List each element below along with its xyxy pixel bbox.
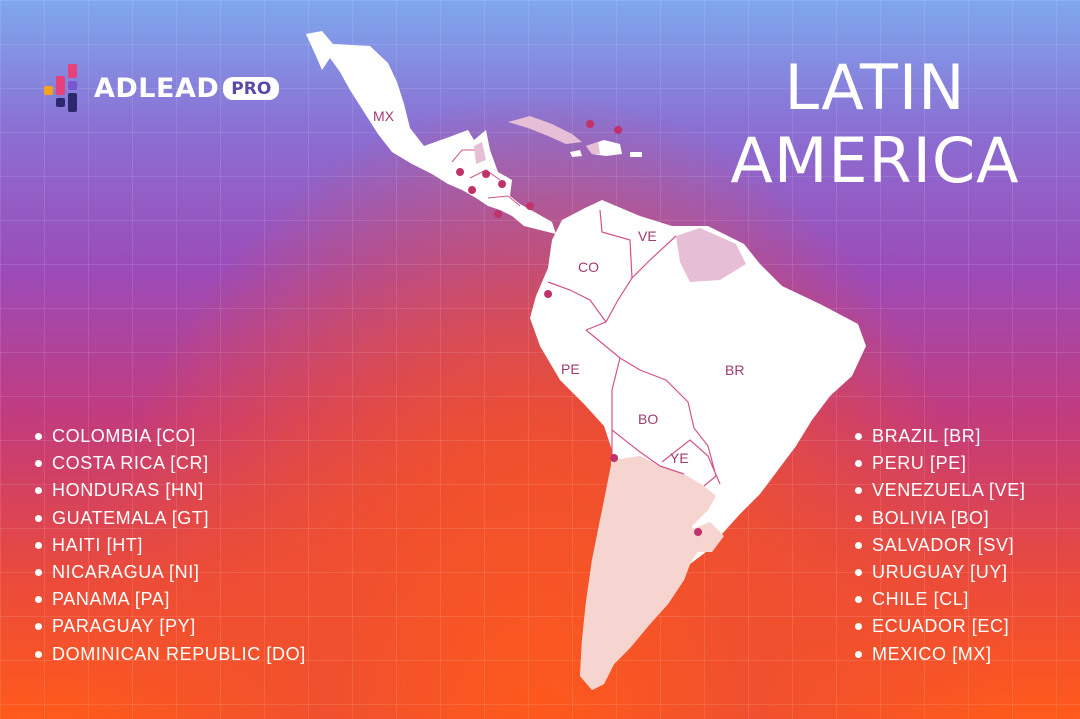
page-title: LATIN AMERICA — [690, 51, 1060, 197]
belize-highlight-shape — [474, 142, 486, 164]
map-label-ve: VE — [638, 228, 657, 244]
title-line-2: AMERICA — [730, 123, 1020, 197]
bullet-dot-icon — [855, 596, 862, 604]
bullet-dot-icon — [35, 460, 42, 468]
logo-wordmark: ADLEAD — [94, 72, 220, 104]
title-line-1: LATIN — [784, 51, 966, 124]
country-list-item: NICARAGUA [NI] — [35, 559, 306, 586]
country-name: NICARAGUA [NI] — [52, 561, 200, 582]
country-name: DOMINICAN REPUBLIC [DO] — [52, 643, 306, 664]
cuba-shape — [508, 116, 582, 144]
south-america-borders — [547, 209, 721, 487]
bullet-dot-icon — [35, 541, 42, 549]
bullet-dot-icon — [35, 487, 42, 495]
bullet-dot-icon — [35, 596, 42, 604]
map-label-bo: BO — [638, 411, 658, 427]
country-list-item: ECUADOR [EC] — [855, 613, 1025, 640]
country-name: URUGUAY [UY] — [872, 561, 1008, 582]
country-list-item: GUATEMALA [GT] — [35, 505, 306, 532]
country-list-item: SALVADOR [SV] — [855, 532, 1025, 559]
bullet-dot-icon — [35, 623, 42, 631]
country-name: COLOMBIA [CO] — [52, 426, 196, 446]
country-list-item: MEXICO [MX] — [855, 641, 1025, 668]
country-name: BRAZIL [BR] — [872, 426, 981, 446]
puerto-rico-shape — [630, 152, 642, 157]
country-name: VENEZUELA [VE] — [872, 480, 1026, 501]
country-list-item: COLOMBIA [CO] — [35, 423, 306, 450]
map-pin-icon — [456, 168, 465, 182]
bullet-dot-icon — [35, 514, 42, 522]
country-name: HAITI [HT] — [52, 534, 143, 555]
map-pin-icon — [610, 454, 619, 468]
country-list-item: BOLIVIA [BO] — [855, 505, 1025, 532]
map-pin-icon — [468, 186, 477, 200]
bullet-dot-icon — [855, 460, 862, 468]
map-label-ye: YE — [670, 450, 689, 466]
guianas-highlight-shape — [676, 228, 746, 282]
country-list-item: CHILE [CL] — [855, 586, 1025, 613]
country-list-item: PERU [PE] — [855, 450, 1025, 477]
map-pin-icon — [494, 210, 503, 224]
country-list-item: DOMINICAN REPUBLIC [DO] — [35, 641, 306, 668]
bullet-dot-icon — [855, 569, 862, 577]
country-name: CHILE [CL] — [872, 589, 970, 610]
mexico-central-america-shape — [306, 31, 556, 234]
bullet-dot-icon — [855, 541, 862, 549]
map-label-br: BR — [725, 362, 744, 378]
map-pin-icon — [694, 528, 703, 542]
country-list-item: URUGUAY [UY] — [855, 559, 1025, 586]
country-name: HONDURAS [HN] — [52, 480, 204, 501]
bullet-dot-icon — [35, 569, 42, 577]
brand-logo: ADLEAD PRO — [44, 62, 280, 114]
country-list-item: COSTA RICA [CR] — [35, 450, 306, 477]
country-name: PARAGUAY [PY] — [52, 616, 196, 637]
map-pin-icon — [586, 120, 595, 134]
country-list-right: BRAZIL [BR] PERU [PE] VENEZUELA [VE] BOLIVI… — [855, 423, 1025, 668]
jamaica-shape — [570, 150, 582, 157]
map-pin-icon — [526, 202, 535, 216]
country-name: SALVADOR [SV] — [872, 534, 1015, 555]
country-name: MEXICO [MX] — [872, 643, 992, 664]
country-list-left: COLOMBIA [CO] COSTA RICA [CR] HONDURAS [HN… — [35, 423, 306, 668]
bullet-dot-icon — [855, 433, 862, 441]
country-name: GUATEMALA [GT] — [52, 507, 210, 528]
country-name: COSTA RICA [CR] — [52, 453, 209, 474]
hispaniola-highlight — [586, 142, 600, 154]
map-pin-icon — [498, 180, 507, 194]
map-pin-icon — [544, 290, 553, 304]
bullet-dot-icon — [855, 623, 862, 631]
country-name: ECUADOR [EC] — [872, 616, 1010, 637]
map-pins — [456, 120, 703, 542]
map-pin-icon — [614, 126, 623, 140]
map-label-mx: MX — [373, 108, 395, 124]
country-list-item: HAITI [HT] — [35, 532, 306, 559]
country-list-item: VENEZUELA [VE] — [855, 477, 1025, 504]
logo-mark-icon — [44, 62, 84, 114]
logo-pro-badge: PRO — [223, 76, 280, 100]
map-label-co: CO — [578, 259, 599, 275]
country-list-item: PARAGUAY [PY] — [35, 613, 306, 640]
bullet-dot-icon — [35, 433, 42, 441]
argentina-highlight-shape — [580, 456, 716, 690]
bullet-dot-icon — [35, 650, 42, 658]
bullet-dot-icon — [855, 514, 862, 522]
bullet-dot-icon — [855, 487, 862, 495]
country-list-item: HONDURAS [HN] — [35, 477, 306, 504]
map-label-pe: PE — [561, 361, 580, 377]
country-list-item: PANAMA [PA] — [35, 586, 306, 613]
bullet-dot-icon — [855, 650, 862, 658]
map-pin-icon — [482, 170, 491, 184]
country-list-item: BRAZIL [BR] — [855, 423, 1025, 450]
country-name: PERU [PE] — [872, 453, 967, 474]
central-america-borders — [451, 149, 521, 207]
country-name: PANAMA [PA] — [52, 589, 170, 610]
country-name: BOLIVIA [BO] — [872, 507, 990, 528]
